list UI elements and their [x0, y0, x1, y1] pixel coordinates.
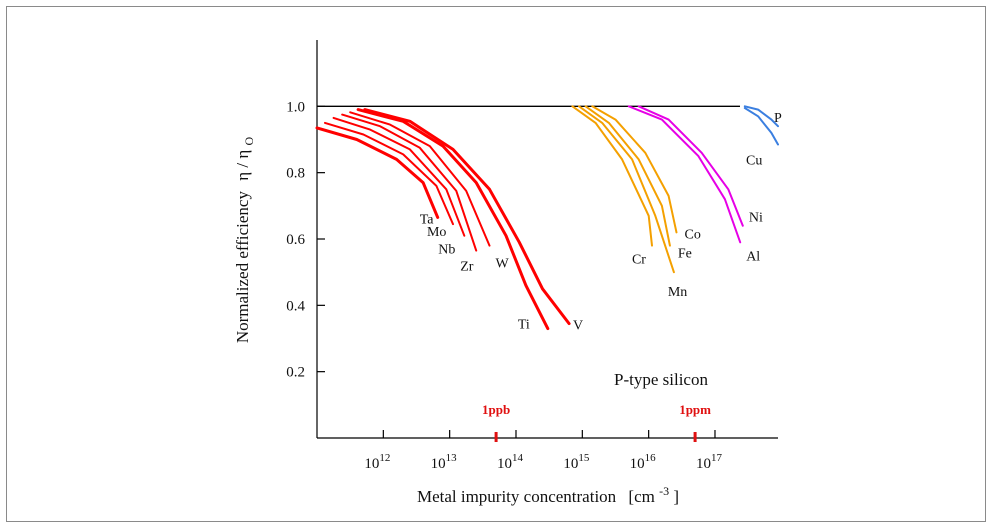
annotation-label: P-type silicon: [614, 370, 708, 389]
series-label-al: Al: [746, 249, 760, 264]
series-label-ta: Ta: [420, 212, 435, 227]
series-line-zr: [341, 113, 478, 252]
y-tick-label: 1.0: [286, 99, 305, 115]
y-axis-title: Normalized efficiency η / η O: [233, 137, 256, 344]
x-tick-label: 1015: [563, 452, 590, 472]
series-label-co: Co: [685, 227, 701, 242]
series-line-nb: [332, 116, 466, 237]
y-axis-subscript: O: [242, 137, 256, 146]
series-line-co: [591, 105, 678, 234]
series-line-cr: [571, 105, 653, 247]
series-line-w: [349, 111, 491, 247]
series-line-ti: [356, 108, 550, 331]
series-line-mn: [578, 105, 675, 274]
series-label-ni: Ni: [749, 211, 763, 226]
series-line-v: [363, 108, 571, 326]
x-tick-label: 1017: [696, 452, 723, 472]
series-line-al: [627, 105, 742, 244]
series-label-cu: Cu: [746, 153, 762, 168]
y-tick-label: 0.6: [286, 232, 305, 248]
series-label-mo: Mo: [427, 225, 446, 240]
series-label-mn: Mn: [668, 285, 687, 300]
x-axis-title: Metal impurity concentration [cm -3 ]: [417, 480, 679, 506]
series-label-ti: Ti: [518, 318, 530, 333]
y-tick-label: 0.4: [286, 298, 305, 314]
y-axis-title-text: Normalized efficiency: [233, 191, 252, 344]
reference-label-1ppb: 1ppb: [482, 402, 510, 417]
series-label-v: V: [573, 319, 583, 334]
series-label-zr: Zr: [460, 260, 474, 275]
x-tick-label: 1014: [497, 452, 524, 472]
y-tick-label: 0.8: [286, 166, 305, 182]
reference-label-1ppm: 1ppm: [679, 402, 711, 417]
reference-marks: 1ppb 1ppm: [482, 402, 711, 442]
x-axis-unit-close: ]: [673, 487, 679, 506]
series-label-p: P: [774, 111, 782, 126]
series-line-fe: [584, 105, 671, 247]
x-tick-label: 1016: [630, 452, 657, 472]
series-line-mo: [324, 121, 454, 226]
y-tick-label: 0.2: [286, 365, 305, 381]
series-label-fe: Fe: [678, 247, 692, 262]
x-ticks: 1012 1013 1014 1015 1016 1017: [364, 430, 722, 472]
series-line-cu: [743, 107, 779, 146]
series-label-cr: Cr: [632, 253, 646, 268]
x-tick-label: 1012: [364, 452, 390, 472]
x-axis-unit-exponent: -3: [659, 484, 669, 498]
x-axis-title-text: Metal impurity concentration: [417, 487, 617, 506]
series-line-p: [743, 105, 779, 128]
series-label-w: W: [495, 257, 509, 272]
series-line-ni: [637, 105, 744, 227]
x-axis-unit: [cm: [628, 487, 654, 506]
svg-text:Normalized efficiency η: Normalized efficiency η / η O: [233, 137, 256, 344]
y-ticks: 0.2 0.4 0.6 0.8 1.0: [286, 99, 325, 381]
series-line-ta: [315, 126, 440, 219]
axes: [316, 40, 778, 439]
series-label-nb: Nb: [438, 243, 455, 258]
series-group: [315, 105, 779, 331]
y-axis-symbol: η / η: [233, 150, 252, 181]
x-tick-label: 1013: [431, 452, 458, 472]
figure-frame: [6, 6, 986, 522]
